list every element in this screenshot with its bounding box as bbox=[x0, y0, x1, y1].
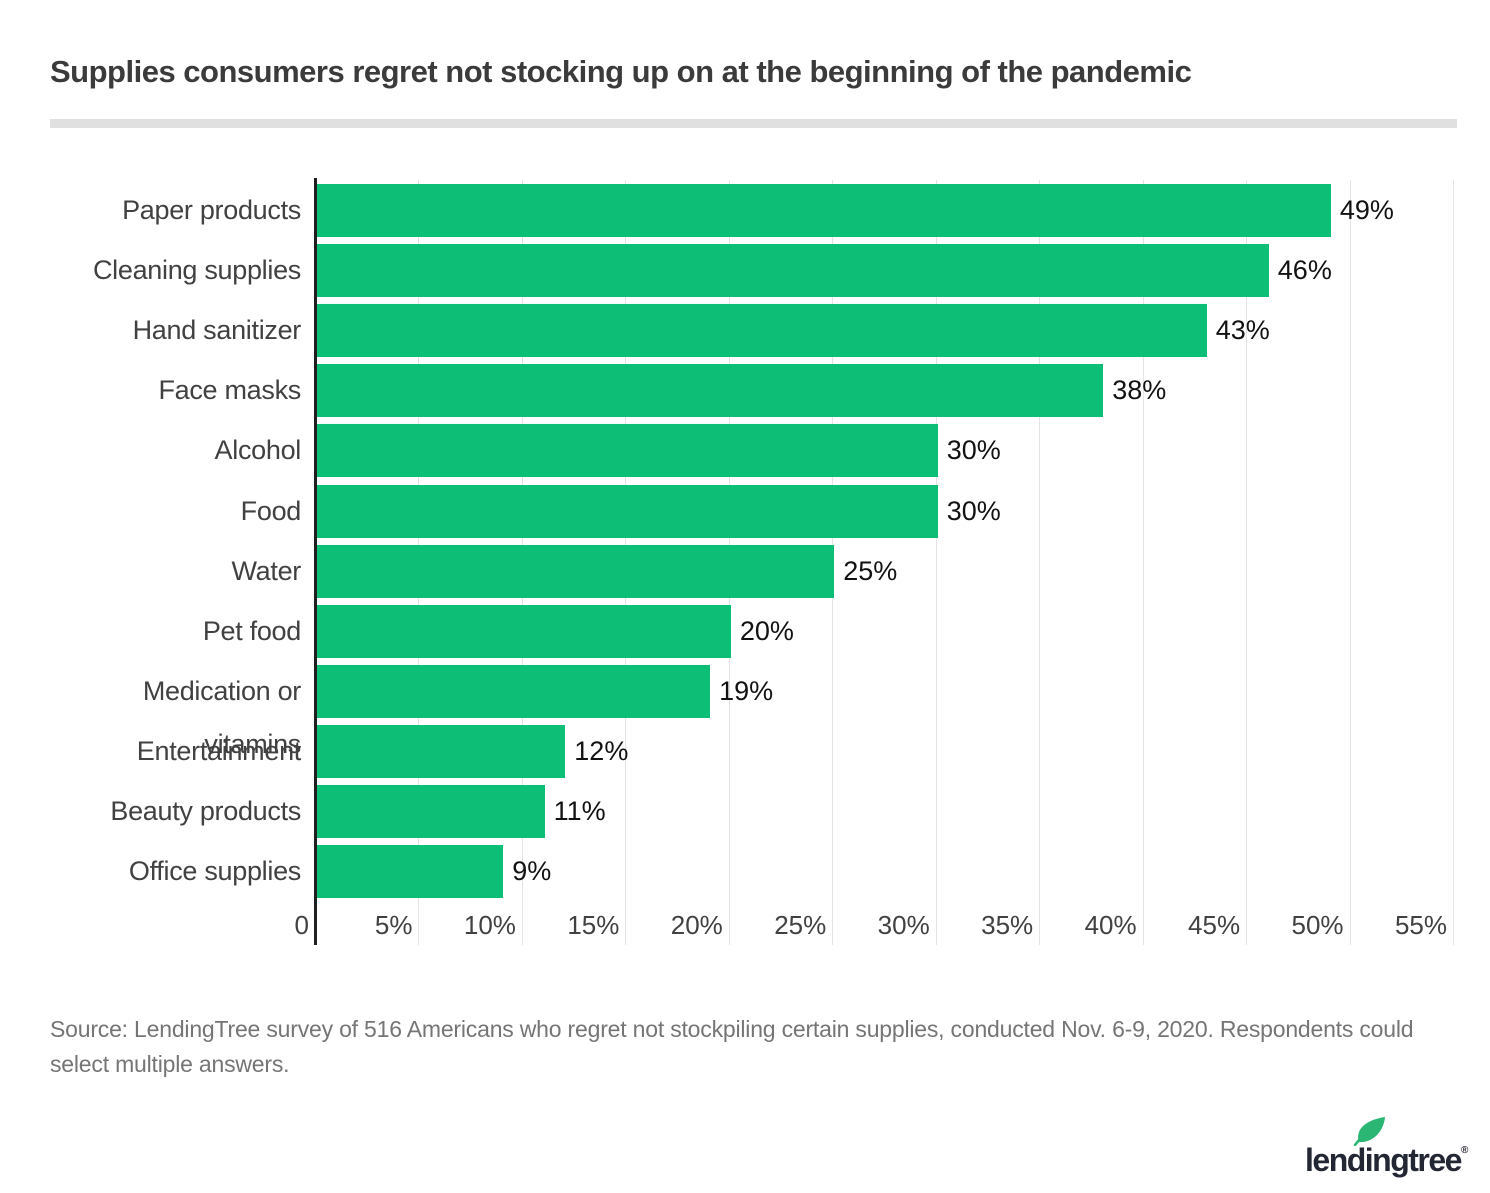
chart-title: Supplies consumers regret not stocking u… bbox=[50, 54, 1192, 89]
x-tick-label: 25% bbox=[774, 910, 827, 940]
gridline-50% bbox=[1349, 180, 1351, 945]
category-label: Paper products bbox=[122, 195, 301, 225]
gridline-30% bbox=[935, 180, 937, 945]
bar bbox=[317, 724, 566, 778]
bar bbox=[317, 604, 731, 658]
category-label: Entertainment bbox=[136, 735, 302, 766]
category-label: Medication or vitamins bbox=[142, 675, 301, 759]
x-tick-label: 35% bbox=[981, 910, 1034, 940]
gridline-35% bbox=[1039, 180, 1041, 945]
registered-mark: ® bbox=[1460, 1145, 1469, 1156]
category-label: Cleaning supplies bbox=[92, 255, 301, 286]
title-divider bbox=[50, 119, 1457, 128]
y-axis-line bbox=[314, 178, 317, 945]
value-label: 20% bbox=[739, 615, 794, 646]
x-tick-label: 20% bbox=[670, 910, 723, 940]
value-label: 49% bbox=[1339, 195, 1394, 225]
value-label: 30% bbox=[946, 495, 1001, 526]
value-label: 19% bbox=[719, 675, 774, 706]
value-label: 25% bbox=[843, 555, 898, 586]
bar bbox=[317, 544, 835, 598]
gridline-40% bbox=[1142, 180, 1144, 945]
value-label: 12% bbox=[574, 735, 629, 766]
x-tick-label: 15% bbox=[567, 910, 620, 940]
x-tick-label: 45% bbox=[1188, 910, 1241, 940]
category-label: Pet food bbox=[202, 615, 301, 646]
x-tick-label: 0 bbox=[294, 910, 309, 940]
value-label: 46% bbox=[1277, 255, 1332, 286]
category-label: Food bbox=[240, 495, 302, 526]
lendingtree-logo: lendingtree® bbox=[1300, 1116, 1470, 1182]
bar bbox=[317, 184, 1331, 237]
x-tick-label: 55% bbox=[1394, 910, 1447, 940]
value-label: 9% bbox=[512, 856, 552, 887]
bar bbox=[317, 484, 938, 538]
bar bbox=[317, 785, 545, 838]
x-tick-label: 10% bbox=[463, 910, 516, 940]
gridline-45% bbox=[1246, 180, 1248, 945]
bar-chart: Paper products 49% Cleaning supplies 46% Han… bbox=[92, 178, 1454, 945]
bar bbox=[317, 304, 1207, 358]
bar bbox=[317, 664, 711, 718]
x-tick-label: 50% bbox=[1291, 910, 1344, 940]
logo-text: lendingtree bbox=[1305, 1142, 1462, 1178]
category-label: Face masks bbox=[158, 375, 301, 406]
x-tick-label: 40% bbox=[1084, 910, 1137, 940]
bar bbox=[317, 364, 1104, 418]
leaf-icon bbox=[1353, 1117, 1385, 1146]
value-label: 38% bbox=[1112, 375, 1167, 406]
category-label: Beauty products bbox=[110, 796, 301, 826]
value-label: 11% bbox=[553, 796, 606, 826]
category-label: Hand sanitizer bbox=[132, 315, 302, 346]
bar bbox=[317, 424, 938, 478]
category-label: Alcohol bbox=[214, 435, 302, 466]
category-label: Office supplies bbox=[128, 856, 301, 887]
bar bbox=[317, 244, 1269, 298]
source-note: Source: LendingTree survey of 516 Americ… bbox=[50, 1016, 1414, 1077]
value-label: 30% bbox=[946, 435, 1001, 466]
x-tick-label: 5% bbox=[374, 910, 413, 940]
bar bbox=[317, 845, 504, 899]
x-tick-label: 30% bbox=[877, 910, 930, 940]
value-label: 43% bbox=[1215, 315, 1270, 346]
gridline-55% bbox=[1453, 180, 1454, 945]
category-label: Water bbox=[231, 555, 301, 586]
logo-wordmark: lendingtree® bbox=[1305, 1142, 1468, 1179]
